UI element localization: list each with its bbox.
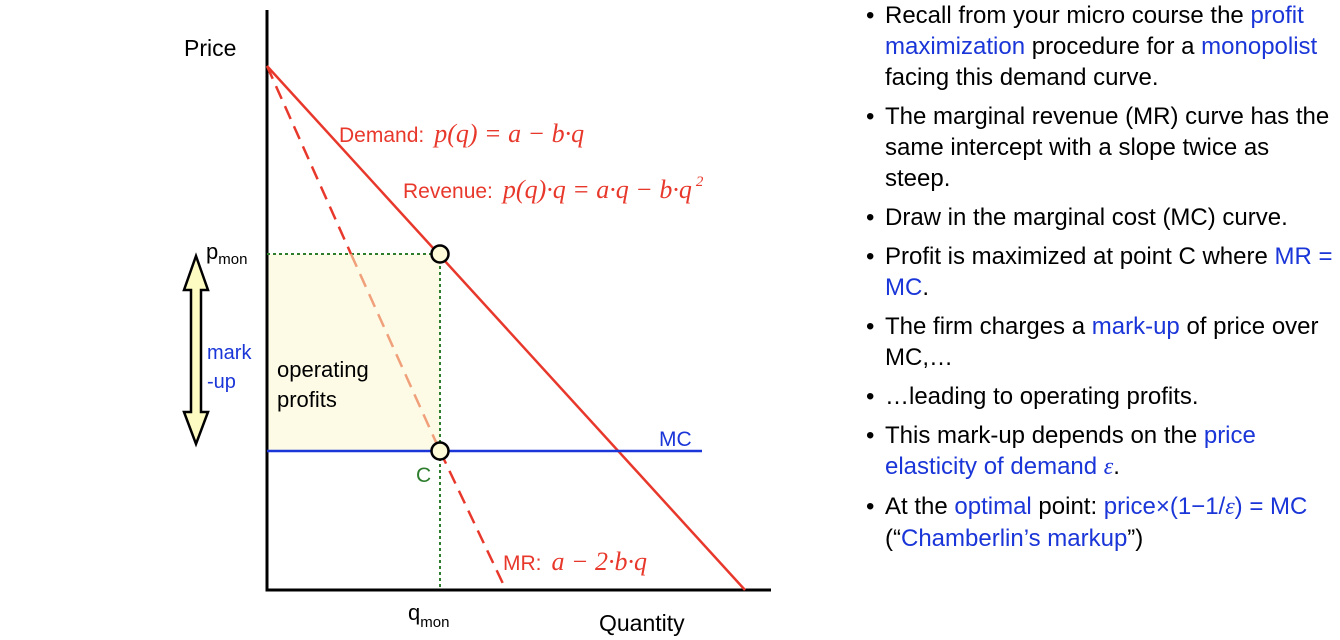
highlighted-term: profit maximization <box>885 2 1304 60</box>
p-mon-label: pmon <box>206 239 247 268</box>
highlighted-term: price elasticity of demand <box>885 422 1256 480</box>
highlighted-term: ε <box>1225 494 1235 520</box>
bullet-text: procedure for a <box>1025 33 1202 60</box>
revenue-label: Revenue: p(q)·q = a·q − b·q 2 <box>403 174 704 204</box>
bullet-text: At the <box>885 493 955 520</box>
q-mon-label: qmon <box>408 600 449 631</box>
bullet-text: Draw in the marginal cost (MC) curve. <box>885 204 1288 231</box>
bullet-item: Draw in the marginal cost (MC) curve. <box>866 202 1336 233</box>
bullet-text: (“ <box>885 525 901 552</box>
x-axis-label: Quantity <box>599 610 685 636</box>
bullet-text: facing this demand curve. <box>885 64 1159 91</box>
bullet-text: The marginal revenue (MR) curve has the … <box>885 103 1330 192</box>
bullet-text: …leading to operating profits. <box>885 383 1199 410</box>
bullet-item: The firm charges a mark-up of price over… <box>866 311 1336 373</box>
highlighted-term: MR = MC <box>885 243 1333 301</box>
demand-curve <box>266 65 746 591</box>
bullet-item: The marginal revenue (MR) curve has the … <box>866 101 1336 194</box>
markup-double-arrow <box>182 252 210 448</box>
explanation-bullet-list: Recall from your micro course the profit… <box>866 0 1336 554</box>
bullet-item: This mark-up depends on the price elasti… <box>866 420 1336 483</box>
bullet-text: point: <box>1031 493 1104 520</box>
bullet-item: …leading to operating profits. <box>866 381 1336 412</box>
mr-label: MR: a − 2·b·q <box>503 547 647 576</box>
bullet-item: At the optimal point: price×(1−1/ε) = MC… <box>866 491 1336 554</box>
bullet-text: of price over MC,… <box>885 313 1319 371</box>
y-axis-label: Price <box>184 35 236 61</box>
bullet-text: The firm charges a <box>885 313 1092 340</box>
monopoly-diagram: Price Quantity pmon qmon Demand: p(q) = … <box>182 10 771 636</box>
highlighted-term: ) = MC <box>1234 493 1308 520</box>
bullet-item: Profit is maximized at point C where MR … <box>866 241 1336 303</box>
bullet-text: ”) <box>1127 525 1144 552</box>
highlighted-term: monopolist <box>1201 33 1318 60</box>
markup-label: mark -up <box>207 342 257 393</box>
monopoly-price-point <box>430 244 450 264</box>
point-c <box>430 441 450 461</box>
point-c-label: C <box>416 464 431 487</box>
demand-label: Demand: p(q) = a − b·q <box>339 119 584 148</box>
highlighted-term: Chamberlin’s markup <box>900 525 1128 552</box>
bullet-text: . <box>922 274 929 301</box>
mr-curve-upper <box>265 65 353 255</box>
highlighted-term: mark-up <box>1091 313 1180 340</box>
highlighted-term: price×(1−1/ <box>1103 493 1226 520</box>
mr-curve-lower <box>438 450 508 591</box>
highlighted-term: optimal <box>954 493 1032 520</box>
bullet-text: Profit is maximized at point C where <box>885 243 1275 270</box>
highlighted-term: ε <box>1103 454 1114 480</box>
bullet-text: This mark-up depends on the <box>885 422 1204 449</box>
bullet-text: . <box>1113 453 1120 480</box>
bullet-text: Recall from your micro course the <box>885 2 1251 29</box>
mc-label: MC <box>659 428 692 451</box>
mr-curve-mid <box>349 253 442 452</box>
bullet-item: Recall from your micro course the profit… <box>866 0 1336 93</box>
operating-profits-label: operating profits <box>277 357 375 412</box>
operating-profit-area <box>267 254 440 451</box>
